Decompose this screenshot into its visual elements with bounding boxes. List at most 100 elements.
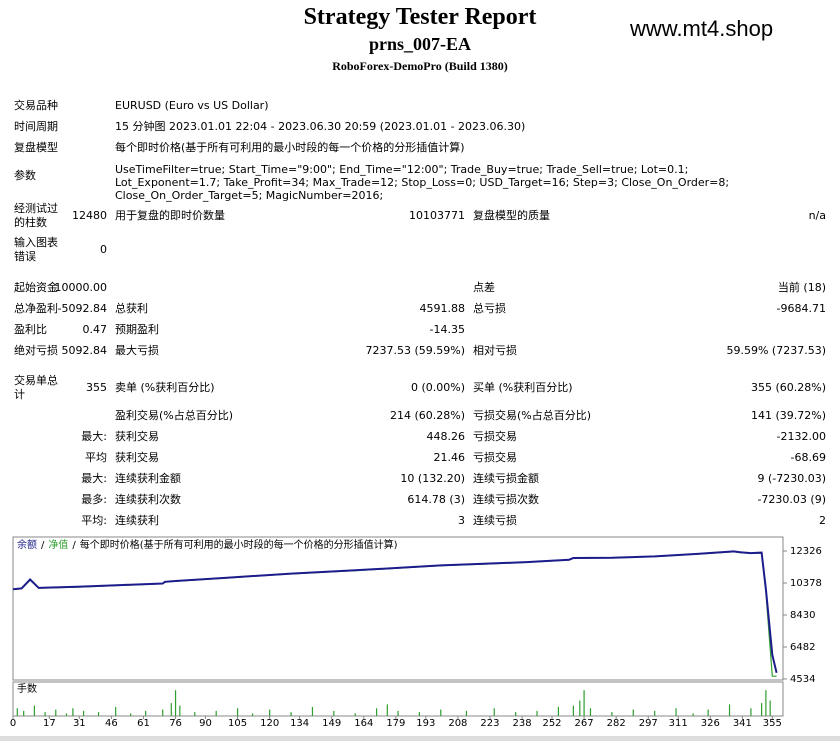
row-value: -14.35 bbox=[429, 323, 465, 336]
row-value: 10103771 bbox=[409, 209, 465, 222]
x-tick-label: 46 bbox=[105, 718, 118, 729]
row-value: 12480 bbox=[72, 209, 107, 222]
row-value: 614.78 (3) bbox=[407, 493, 465, 506]
row-label: 最大亏损 bbox=[115, 344, 159, 357]
volume-bar bbox=[675, 708, 677, 716]
x-tick-label: 341 bbox=[733, 718, 752, 729]
volume-bar bbox=[515, 712, 517, 716]
scrollbar bbox=[0, 736, 840, 741]
row-value: 355 bbox=[86, 381, 107, 394]
legend-item: / bbox=[72, 540, 76, 551]
volume-bar bbox=[55, 709, 57, 716]
volume-bar bbox=[750, 708, 752, 716]
legend-item: 余额 bbox=[17, 538, 37, 551]
volume-bar bbox=[493, 708, 495, 716]
x-tick-label: 0 bbox=[10, 718, 16, 729]
x-tick-label: 105 bbox=[228, 718, 247, 729]
volume-bar bbox=[707, 709, 709, 716]
x-tick-label: 267 bbox=[575, 718, 594, 729]
row-label: 连续获利次数 bbox=[115, 493, 181, 506]
row-value: 最多: bbox=[81, 493, 107, 506]
row-value: 355 (60.28%) bbox=[750, 381, 826, 394]
volume-bar bbox=[236, 708, 239, 716]
volume-label: 手数 bbox=[17, 682, 37, 695]
row-label: 交易单总计 bbox=[14, 374, 58, 401]
row-value: 最大: bbox=[81, 430, 107, 443]
row-label: 绝对亏损 bbox=[14, 344, 58, 357]
volume-bar bbox=[311, 706, 314, 716]
volume-bar bbox=[145, 710, 147, 716]
row-value: n/a bbox=[808, 209, 826, 222]
row-value: 0.47 bbox=[82, 323, 108, 336]
row-label: 亏损交易 bbox=[473, 430, 517, 443]
volume-bar bbox=[179, 705, 181, 716]
volume-bar bbox=[16, 708, 18, 716]
row-label: 输入图表错误 bbox=[14, 236, 58, 263]
info-value: 每个即时价格(基于所有可利用的最小时段的每一个价格的分形插值计算) bbox=[115, 141, 465, 154]
row-value: 当前 (18) bbox=[777, 281, 826, 294]
x-tick-label: 355 bbox=[763, 718, 782, 729]
row-value: 2 bbox=[819, 514, 826, 527]
x-tick-label: 90 bbox=[199, 718, 212, 729]
x-tick-label: 76 bbox=[169, 718, 182, 729]
row-label: 连续获利金额 bbox=[115, 472, 181, 485]
legend-item: / bbox=[41, 540, 45, 551]
volume-bar bbox=[215, 710, 217, 716]
row-value: -9684.71 bbox=[776, 302, 826, 315]
volume-bar bbox=[572, 705, 574, 716]
row-value: 平均 bbox=[85, 451, 107, 464]
row-label: 总净盈利 bbox=[14, 302, 58, 315]
volume-bar bbox=[557, 706, 560, 716]
row-value: 10000.00 bbox=[54, 281, 108, 294]
row-value: 4591.88 bbox=[419, 302, 466, 315]
row-label: 获利交易 bbox=[115, 430, 159, 443]
row-value: 5092.84 bbox=[61, 344, 108, 357]
x-tick-label: 252 bbox=[542, 718, 561, 729]
volume-bar bbox=[583, 690, 585, 716]
row-label: 点差 bbox=[473, 281, 495, 294]
row-label: 连续亏损金额 bbox=[473, 472, 539, 485]
x-tick-label: 31 bbox=[73, 718, 86, 729]
row-label: 获利交易 bbox=[115, 451, 159, 464]
volume-bar bbox=[115, 706, 117, 716]
y-tick-label: 12326 bbox=[790, 546, 822, 557]
x-tick-label: 193 bbox=[416, 718, 435, 729]
x-tick-label: 179 bbox=[386, 718, 405, 729]
y-tick-label: 8430 bbox=[790, 610, 815, 621]
volume-bar bbox=[170, 703, 172, 716]
row-label: 相对亏损 bbox=[473, 344, 517, 357]
row-value: -68.69 bbox=[790, 451, 826, 464]
row-label: 买单 (%获利百分比) bbox=[473, 381, 573, 394]
volume-bar bbox=[611, 712, 613, 716]
volume-bar bbox=[269, 709, 271, 716]
row-value: -7230.03 (9) bbox=[757, 493, 826, 506]
info-label: 时间周期 bbox=[14, 120, 58, 133]
legend-item: 每个即时价格(基于所有可利用的最小时段的每一个价格的分形插值计算) bbox=[80, 538, 398, 551]
info-value: 15 分钟图 2023.01.01 22:04 - 2023.06.30 20:… bbox=[115, 120, 526, 133]
row-value: 141 (39.72%) bbox=[750, 409, 826, 422]
info-value: EURUSD (Euro vs US Dollar) bbox=[115, 99, 269, 112]
info-label: 交易品种 bbox=[14, 99, 58, 112]
row-value: 9 (-7230.03) bbox=[757, 472, 826, 485]
info-label: 参数 bbox=[14, 169, 36, 182]
volume-bar bbox=[44, 712, 46, 716]
row-value: -5092.84 bbox=[57, 302, 107, 315]
volume-bar bbox=[33, 705, 35, 716]
volume-bar bbox=[194, 712, 196, 716]
volume-bar bbox=[162, 709, 164, 716]
x-tick-label: 120 bbox=[260, 718, 279, 729]
y-tick-label: 10378 bbox=[790, 578, 822, 589]
server-name: RoboForex-DemoPro (Build 1380) bbox=[332, 59, 508, 73]
x-tick-label: 61 bbox=[137, 718, 150, 729]
volume-bar bbox=[82, 710, 85, 716]
x-tick-label: 238 bbox=[513, 718, 532, 729]
volume-bar bbox=[290, 712, 292, 716]
row-value: 214 (60.28%) bbox=[389, 409, 465, 422]
row-label: 盈利比 bbox=[14, 323, 47, 336]
row-label: 连续亏损 bbox=[473, 514, 517, 527]
row-label: 连续获利 bbox=[115, 514, 159, 527]
row-value: 448.26 bbox=[426, 430, 466, 443]
x-tick-label: 297 bbox=[639, 718, 658, 729]
